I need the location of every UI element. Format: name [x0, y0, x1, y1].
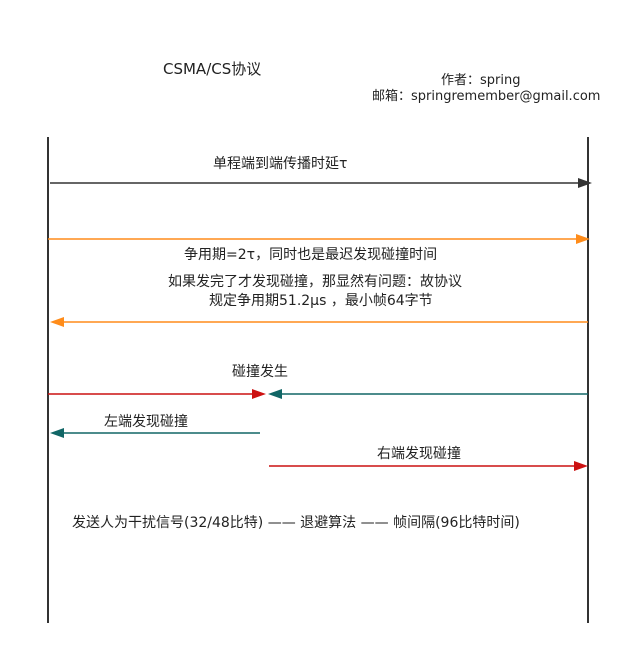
collision-teal-arrow: [268, 389, 588, 399]
email-label: 邮箱：springremember@gmail.com: [372, 89, 601, 104]
right-detect-arrow: [269, 461, 588, 471]
collision-red-arrow: [48, 389, 266, 399]
contention-label: 争用期=2τ，同时也是最迟发现碰撞时间: [184, 247, 438, 263]
author-label: 作者：spring: [441, 73, 521, 88]
left-detect-arrow: [50, 428, 260, 438]
contention-forward-arrow: [48, 234, 590, 244]
explain-line-1: 如果发完了才发现碰撞，那显然有问题：故协议: [168, 274, 462, 290]
propagation-arrow: [50, 178, 592, 188]
propagation-label: 单程端到端传播时延τ: [213, 156, 348, 172]
explain-line-2: 规定争用期51.2μs ，最小帧64字节: [209, 293, 433, 309]
collision-label: 碰撞发生: [232, 364, 288, 380]
right-detect-label: 右端发现碰撞: [377, 446, 461, 462]
footer-note: 发送人为干扰信号(32/48比特) —— 退避算法 —— 帧间隔(96比特时间): [72, 515, 520, 531]
contention-return-arrow: [50, 317, 588, 327]
left-detect-label: 左端发现碰撞: [104, 414, 188, 430]
diagram-title: CSMA/CS协议: [163, 60, 262, 78]
